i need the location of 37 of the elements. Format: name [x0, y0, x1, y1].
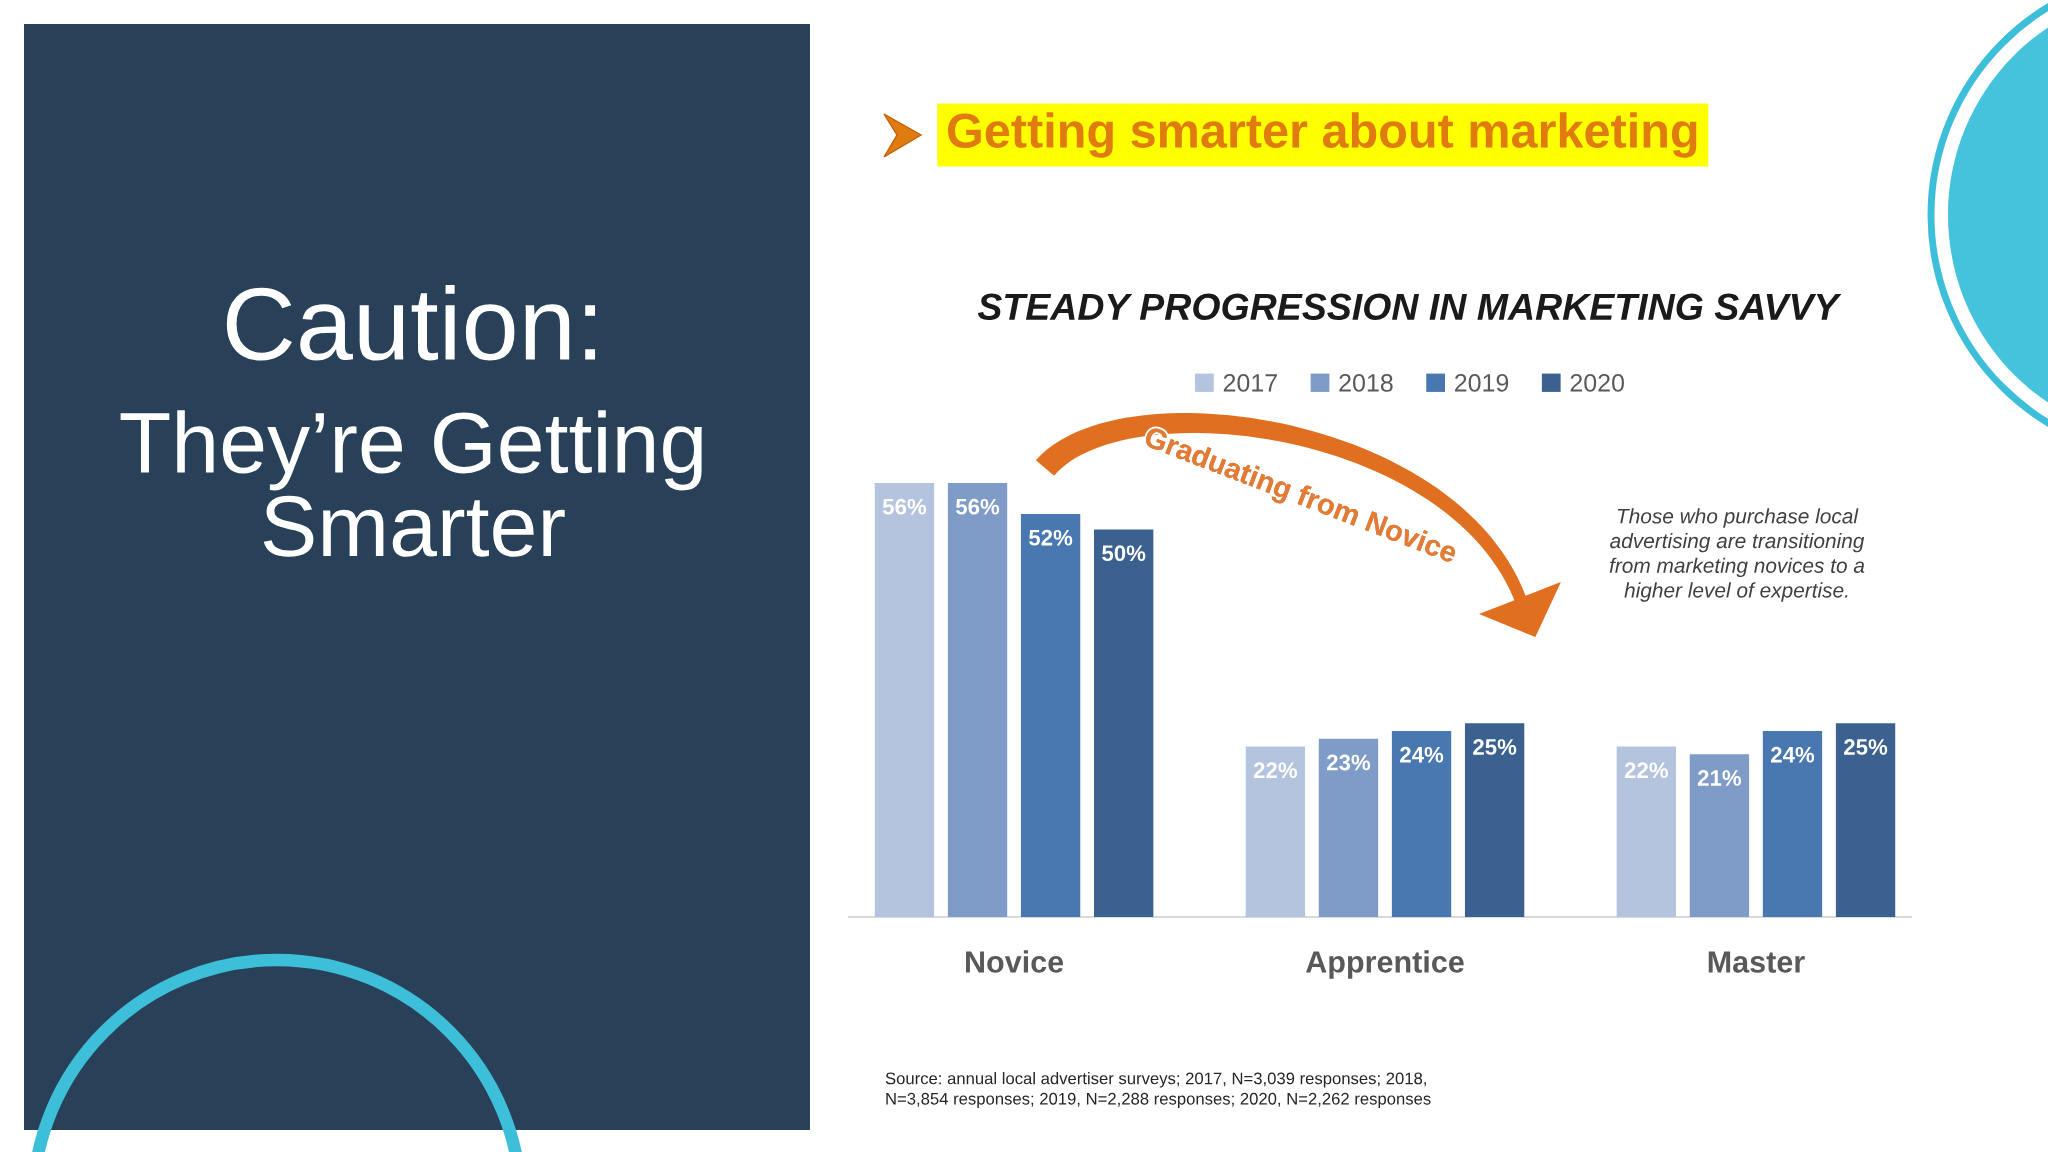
bar: [874, 483, 935, 917]
data-label: 25%: [1844, 739, 1888, 755]
data-label: 21%: [1697, 770, 1742, 786]
data-label: 25%: [1473, 739, 1517, 755]
annotation: Those who purchase local advertising are transitioning from marketing novices to a higher level of expertise.: [1609, 508, 1865, 602]
text: Getting smarter about marketing: [948, 112, 1697, 158]
bar: [1391, 731, 1452, 917]
bar: [1616, 746, 1677, 917]
data-label: 24%: [1771, 746, 1815, 763]
legend-label: 2020: [1570, 374, 1624, 392]
data-label: 22%: [1624, 762, 1668, 779]
text: Caution:: [226, 285, 596, 361]
legend-label: 2017: [1223, 374, 1277, 392]
legend-label: 2018: [1339, 374, 1393, 392]
data-label: 24%: [1400, 746, 1444, 763]
legend-label: 2019: [1455, 374, 1509, 392]
text: They’re Getting Smarter: [120, 410, 702, 557]
bar: [1835, 723, 1896, 917]
x-tick-label: Novice: [966, 950, 1064, 973]
bar: [1020, 514, 1081, 917]
bar: [947, 483, 1008, 917]
x-tick-label: Master: [1708, 951, 1805, 973]
bar: [1464, 723, 1525, 917]
data-label: 23%: [1327, 754, 1371, 771]
chart-title: STEADY PROGRESSION IN MARKETING SAVVY: [977, 293, 1842, 321]
bar: [1318, 738, 1379, 917]
bar: [1762, 731, 1823, 917]
data-label: 56%: [882, 498, 927, 515]
data-label: 52%: [1029, 529, 1073, 546]
data-label: 56%: [955, 498, 1000, 515]
data-label: 50%: [1102, 545, 1146, 562]
bar: [1245, 746, 1306, 917]
bar: [1689, 754, 1750, 917]
data-label: 22%: [1253, 762, 1298, 779]
source-note: Source: annual local advertiser surveys; 2017, N=3,039 responses; 2018, N=3,854 responses; 2019, N=2,288 responses; 2020, N=2,262 responses: [885, 1072, 1431, 1108]
bar: [1094, 529, 1154, 917]
x-tick-label: Apprentice: [1305, 950, 1464, 979]
